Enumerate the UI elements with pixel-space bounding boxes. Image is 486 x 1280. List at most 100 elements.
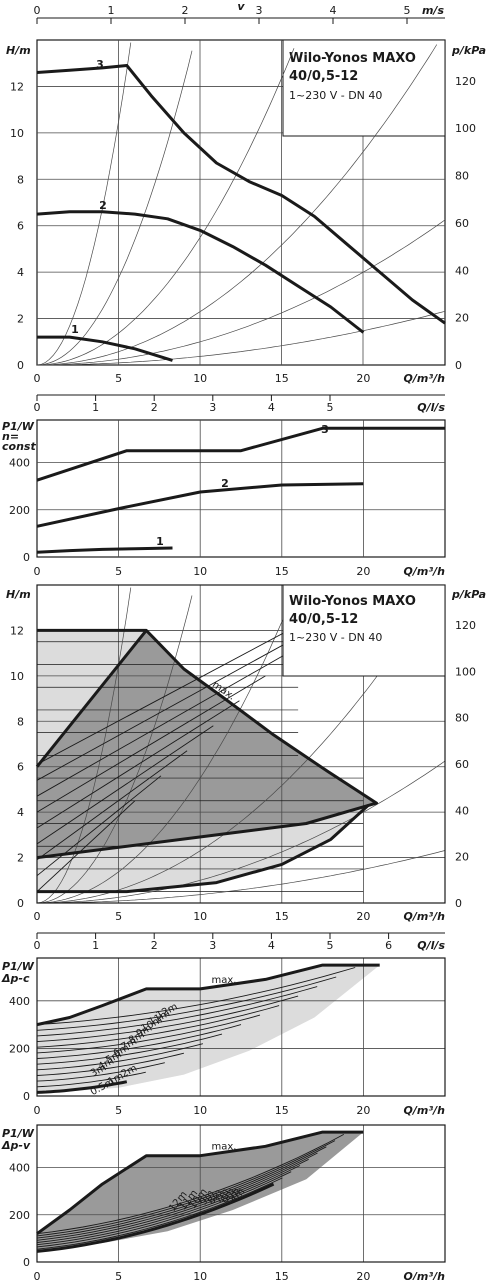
- q-tick-label: 5: [115, 1104, 122, 1117]
- ql-tick-label: 0: [34, 401, 41, 414]
- p1-tick-label: 400: [9, 457, 30, 470]
- p1-tick-label: 0: [23, 1090, 30, 1103]
- system-curve: [36, 592, 295, 904]
- dp-curve-4m: [36, 1182, 275, 1253]
- p1-axis-label: n=: [2, 430, 19, 443]
- h-tick-label: 10: [10, 127, 24, 140]
- system-curve: [37, 219, 446, 366]
- dp-curve-9m: [36, 1152, 318, 1241]
- p-tick-label: 80: [455, 170, 469, 183]
- system-curve: [37, 850, 446, 904]
- dp-curve-11m: [36, 1140, 336, 1237]
- p-tick-label: 120: [455, 75, 476, 88]
- system-curve: [36, 587, 132, 904]
- q-tick-label: 15: [275, 1104, 289, 1117]
- curve-label-2: 2: [99, 199, 107, 212]
- ql-tick-label: 4: [268, 939, 275, 952]
- q-axis-label: Q/m³/h: [404, 1104, 446, 1117]
- q-tick-label: 5: [115, 372, 122, 385]
- q-tick-label: 15: [275, 565, 289, 578]
- p-tick-label: 80: [455, 712, 469, 725]
- p-axis-label: p/kPa: [451, 44, 486, 57]
- p1-tick-label: 400: [9, 1162, 30, 1175]
- spec: 1~230 V - DN 40: [289, 631, 382, 644]
- operating-range: [37, 965, 380, 1094]
- dp-v-line: [36, 750, 188, 861]
- q-tick-label: 20: [356, 372, 370, 385]
- model: 40/0,5-12: [289, 69, 358, 84]
- max-envelope: [36, 628, 378, 860]
- dp-curve-9m: [36, 995, 299, 1043]
- ql-axis-label: Q/l/s: [417, 401, 445, 414]
- dp-curve-0.5m: [36, 1080, 128, 1094]
- p1-axis-label: P1/W: [2, 960, 35, 973]
- p1-axis-label: const: [2, 440, 36, 453]
- dp-curve-4m: [36, 1043, 204, 1071]
- h-axis-label: H/m: [6, 588, 31, 601]
- p1-tick-label: 400: [9, 995, 30, 1008]
- p1-axis-label: Δp-c: [1, 972, 30, 985]
- p-tick-label: 0: [455, 897, 462, 910]
- q-tick-label: 0: [34, 372, 41, 385]
- q-tick-label: 10: [193, 1270, 207, 1280]
- q-tick-label: 10: [193, 910, 207, 923]
- system-curve: [37, 310, 446, 366]
- h-tick-label: 10: [10, 670, 24, 683]
- h-tick-label: 12: [10, 80, 24, 93]
- title-box: [282, 39, 446, 137]
- p-tick-label: 120: [455, 619, 476, 632]
- dp-c-boundary: [35, 629, 148, 768]
- dp-v-line: [36, 725, 214, 845]
- q-tick-label: 10: [193, 372, 207, 385]
- min-envelope: [37, 804, 370, 894]
- title-box: [282, 584, 446, 677]
- curve-label-2: 2: [221, 477, 229, 490]
- v-tick-label: 2: [182, 4, 189, 17]
- q-tick-label: 5: [115, 565, 122, 578]
- p-tick-label: 20: [455, 312, 469, 325]
- power-dp-v-chart: 12m11m10m9m8m7m6m5m4mmax.0200400P1/WΔp-v…: [1, 1124, 446, 1280]
- q-tick-label: 10: [193, 1104, 207, 1117]
- p-tick-label: 20: [455, 851, 469, 864]
- ql-tick-label: 2: [151, 939, 158, 952]
- ql-axis-label: Q/l/s: [417, 939, 445, 952]
- pump-curve-1: [37, 335, 173, 362]
- q-tick-label: 15: [275, 372, 289, 385]
- v-tick-label: 1: [108, 4, 115, 17]
- p-tick-label: 60: [455, 217, 469, 230]
- q-tick-label: 5: [115, 1270, 122, 1280]
- h-tick-label: 4: [17, 266, 24, 279]
- max-power-curve: [36, 963, 380, 1027]
- ql-tick-label: 1: [92, 401, 99, 414]
- q-tick-label: 0: [34, 910, 41, 923]
- h-tick-label: 8: [17, 173, 24, 186]
- p1-axis-label: P1/W: [2, 1127, 35, 1140]
- p-tick-label: 100: [455, 122, 476, 135]
- p-tick-label: 40: [455, 264, 469, 277]
- p1-tick-label: 200: [9, 1042, 30, 1055]
- ql-tick-label: 3: [209, 401, 216, 414]
- p1-tick-label: 0: [23, 551, 30, 564]
- dp-curve-7m: [36, 1165, 301, 1246]
- power-curve-1: [36, 546, 173, 554]
- dp-curve-5m: [36, 1177, 283, 1250]
- h-tick-label: 8: [17, 715, 24, 728]
- dp-curve-8m: [36, 1005, 280, 1048]
- q-tick-label: 0: [34, 565, 41, 578]
- h-tick-label: 2: [17, 313, 24, 326]
- p-tick-label: 0: [455, 359, 462, 372]
- v-tick-label: 3: [256, 4, 263, 17]
- h-tick-label: 12: [10, 624, 24, 637]
- system-curve: [36, 595, 193, 904]
- title: Wilo-Yonos MAXO: [289, 594, 416, 609]
- dp-v-line: [36, 775, 162, 877]
- q-tick-label: 20: [356, 1104, 370, 1117]
- ql-tick-label: 3: [209, 939, 216, 952]
- plot-frame: [36, 957, 446, 1097]
- p-axis-label: p/kPa: [451, 588, 486, 601]
- ql-tick-label: 0: [34, 939, 41, 952]
- h-tick-label: 0: [17, 359, 24, 372]
- dp-curve-8m: [36, 1158, 309, 1243]
